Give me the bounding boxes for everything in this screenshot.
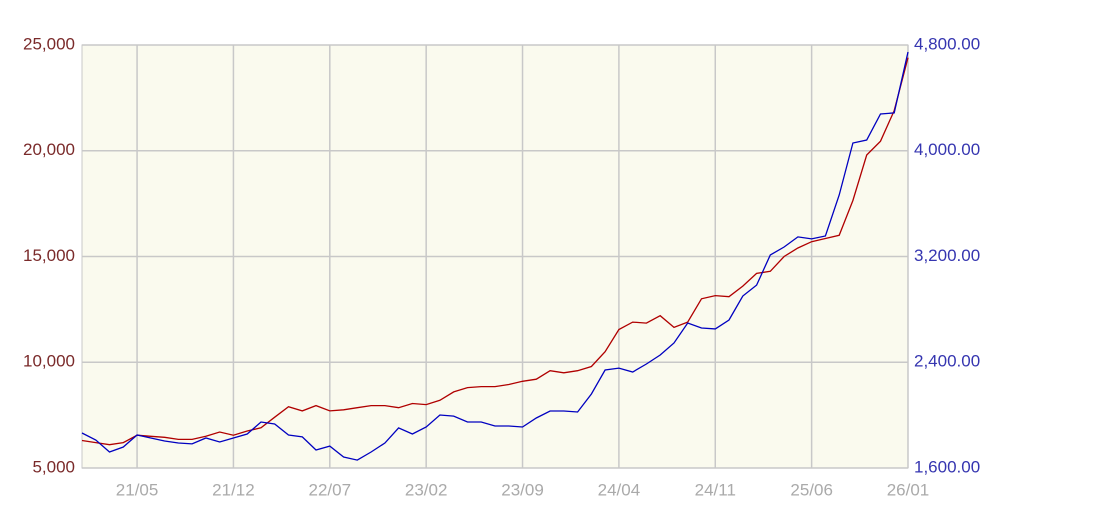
x-tick-label: 24/11 [695, 480, 736, 499]
y-tick-label: 5,000 [32, 457, 75, 476]
y-tick-label: 20,000 [23, 140, 75, 159]
y-tick-label: 15,000 [23, 246, 75, 265]
x-tick-label: 23/09 [501, 480, 544, 499]
x-tick-label: 22/07 [309, 480, 352, 499]
y-tick-label: 25,000 [23, 34, 75, 53]
y2-tick-label: 1,600.00 [914, 457, 980, 476]
x-tick-label: 23/02 [405, 480, 448, 499]
y2-tick-label: 2,400.00 [914, 352, 980, 371]
x-tick-label: 26/01 [887, 480, 930, 499]
x-tick-label: 24/04 [598, 480, 641, 499]
x-tick-label: 21/05 [116, 480, 159, 499]
series-line [81, 57, 909, 446]
y2-tick-label: 4,800.00 [914, 34, 980, 53]
series-line [81, 51, 909, 461]
y2-tick-label: 3,200.00 [914, 246, 980, 265]
x-tick-label: 25/06 [790, 480, 833, 499]
x-tick-label: 21/12 [212, 480, 255, 499]
y2-tick-label: 4,000.00 [914, 140, 980, 159]
y-tick-label: 10,000 [23, 352, 75, 371]
